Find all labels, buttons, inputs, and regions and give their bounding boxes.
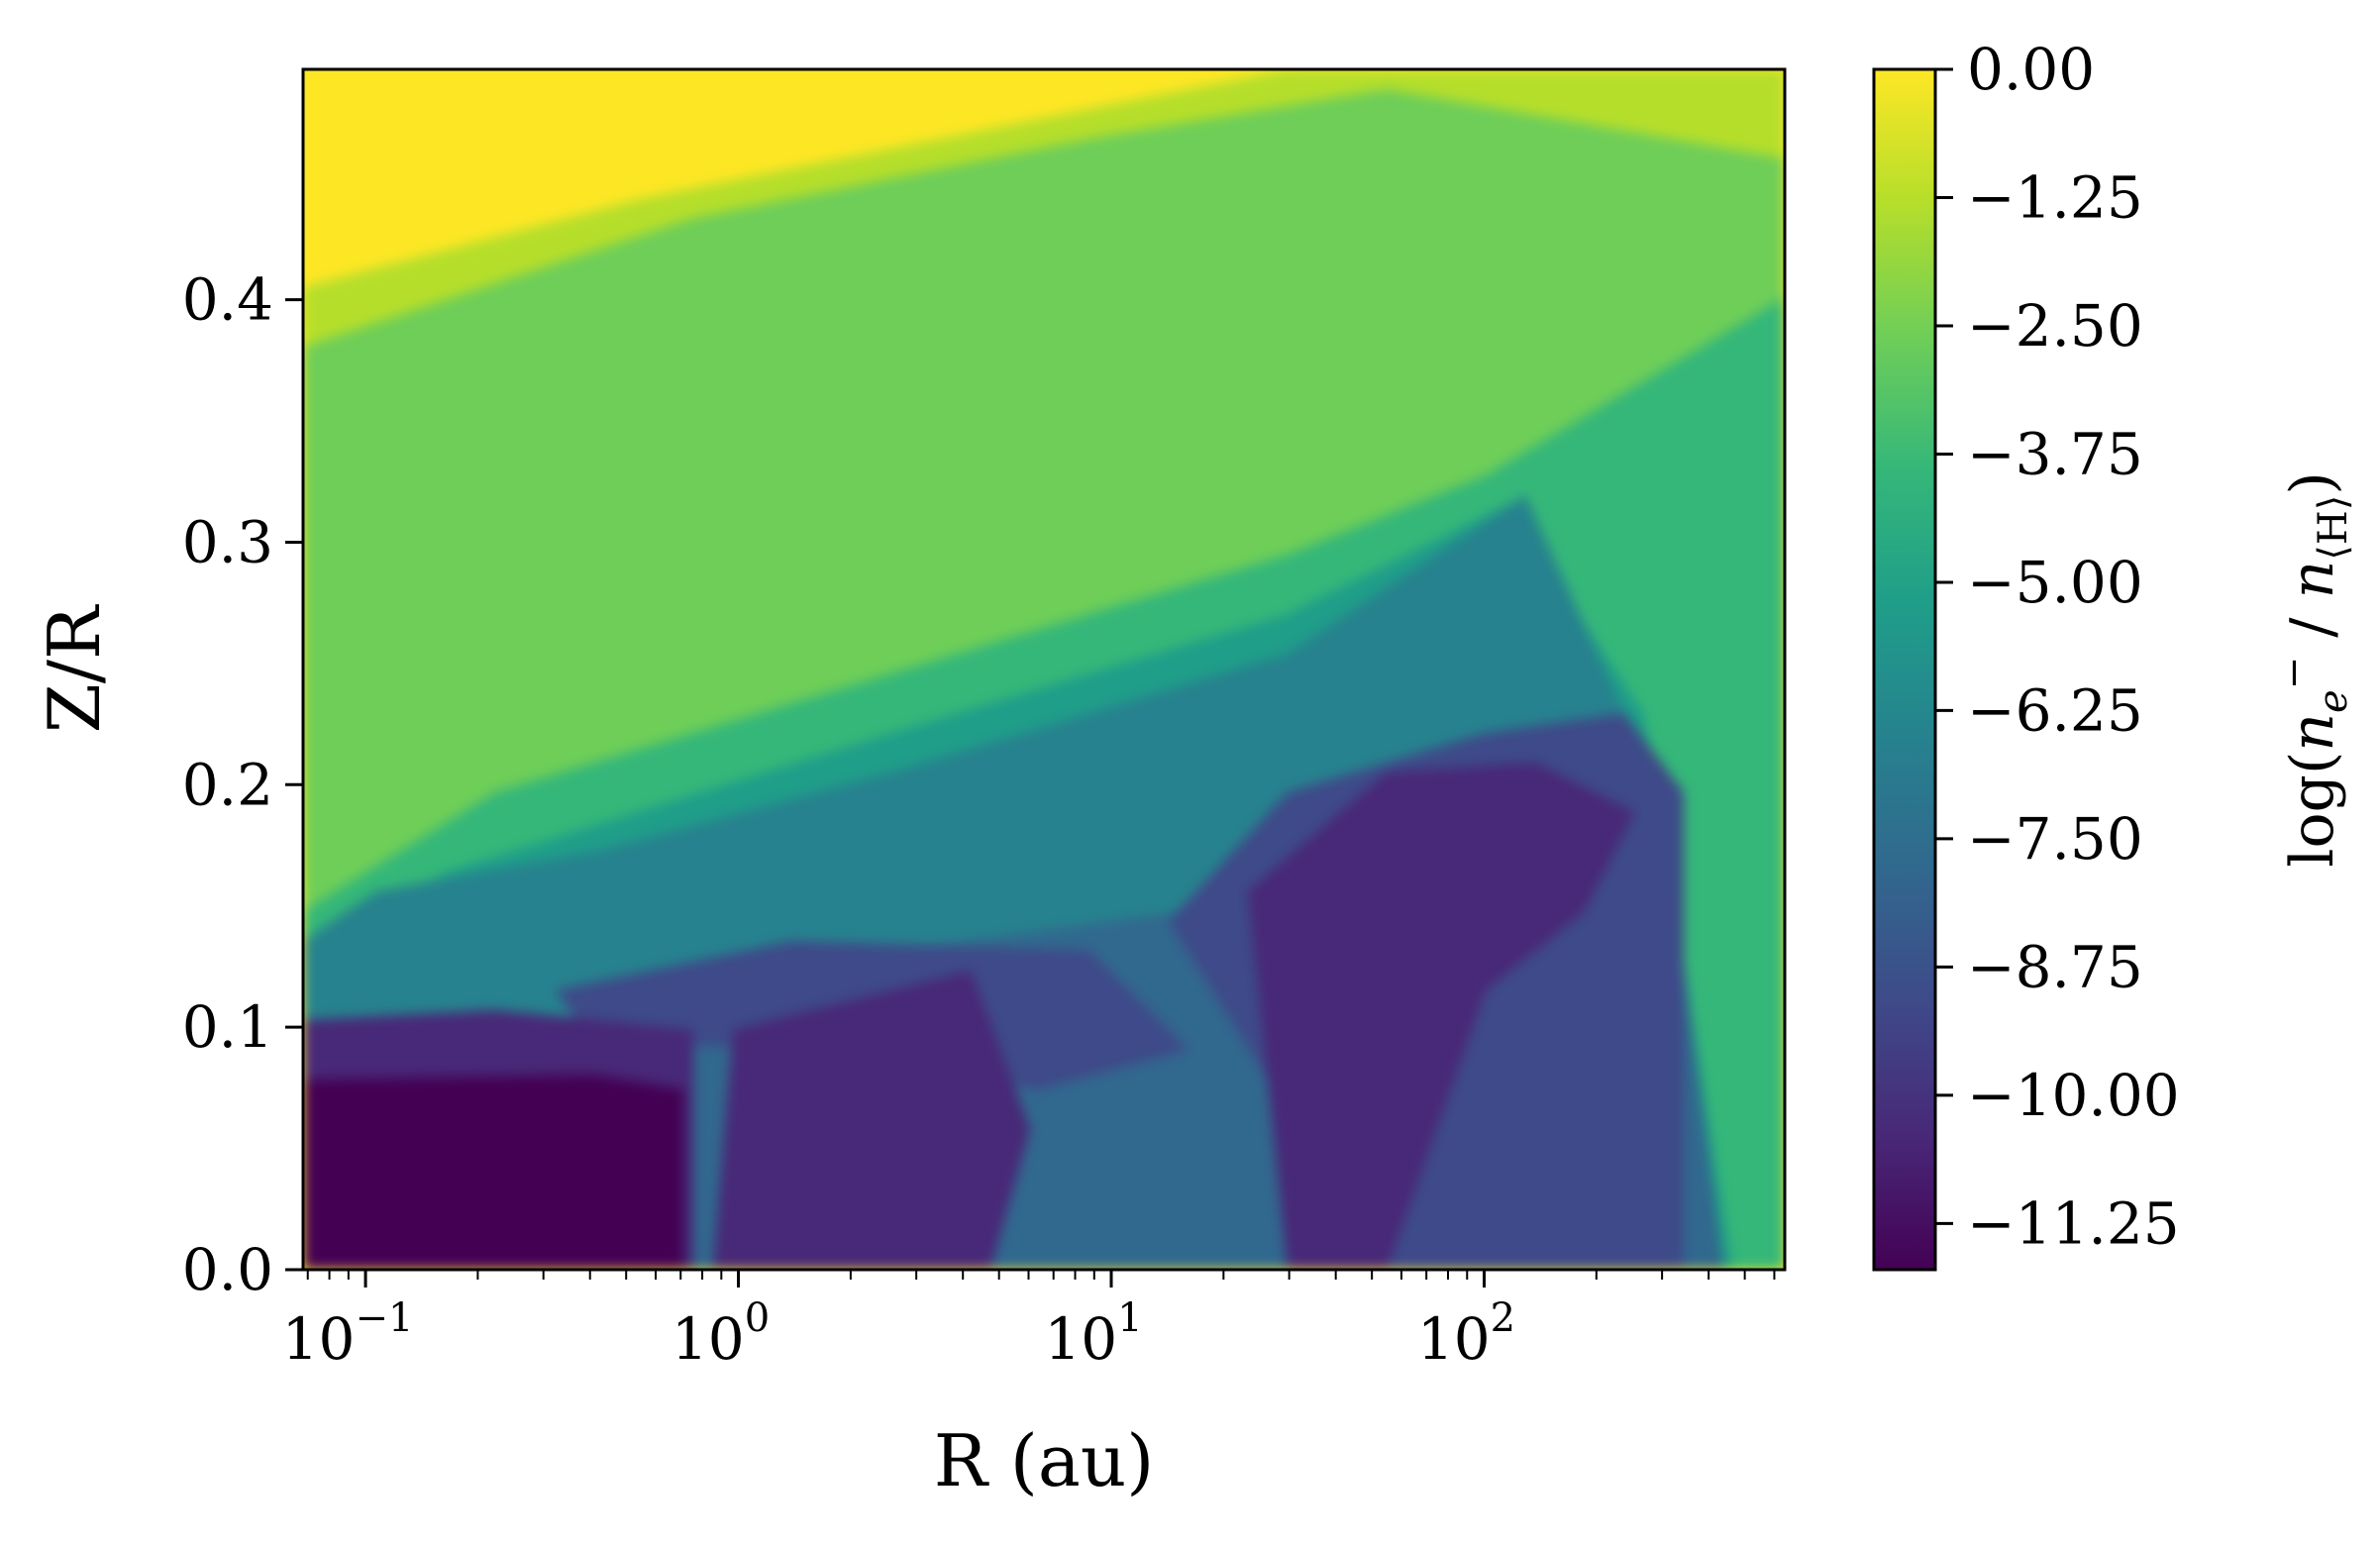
colorbar-label-ne: n [2278, 713, 2347, 752]
colorbar-tick-label: 0.00 [1967, 36, 2095, 103]
region-dark-left [303, 1075, 683, 1270]
heatmap-plot: 10−1 100 101 102 0.0 0.1 0.2 0.3 0.4 R (au) Z/R [33, 67, 1787, 1502]
x-tick-label: 100 [672, 1295, 770, 1373]
colorbar-tick-label: −7.50 [1967, 805, 2143, 873]
x-tick-label: 102 [1417, 1295, 1515, 1373]
colorbar-tick-label: −6.25 [1967, 676, 2143, 744]
colorbar-frame [1872, 67, 1937, 1272]
x-axis-label: R (au) [934, 1419, 1155, 1502]
x-tick-label: 10−1 [282, 1295, 414, 1373]
colorbar-tick-label: −5.00 [1967, 549, 2143, 616]
colorbar-label-slash: / [2278, 598, 2347, 656]
colorbar: 0.00 −1.25 −2.50 −3.75 −5.00 −6.25 −7.50 −8.75 −… [1872, 36, 2356, 1272]
colorbar-label-suffix: ) [2278, 471, 2347, 494]
colorbar-label: log(ne− / n⟨H⟩) [2271, 471, 2356, 868]
x-axis: 10−1 100 101 102 [282, 1270, 1776, 1373]
x-tick-label: 101 [1044, 1295, 1142, 1373]
y-tick-label: 0.4 [182, 266, 273, 334]
colorbar-label-ne-sub: e [2311, 689, 2356, 713]
colorbar-label-ne-sup: − [2271, 657, 2317, 690]
region-purple-middle-edge [713, 971, 1030, 1270]
plot-frame [301, 67, 1787, 1272]
colorbar-label-nh: n [2278, 561, 2347, 599]
colorbar-label-prefix: log( [2278, 752, 2347, 868]
colorbar-tick-label: −1.25 [1967, 163, 2143, 231]
colorbar-tick-label: −3.75 [1967, 420, 2143, 487]
y-tick-label: 0.3 [182, 508, 273, 575]
y-axis-label: Z/R [33, 604, 116, 733]
y-axis: 0.0 0.1 0.2 0.3 0.4 [182, 266, 303, 1303]
y-tick-label: 0.2 [182, 751, 273, 818]
colorbar-tick-label: −11.25 [1967, 1189, 2180, 1257]
colorbar-fill [1874, 69, 1935, 1270]
colorbar-tick-label: −8.75 [1967, 933, 2143, 1000]
y-tick-label: 0.0 [182, 1236, 273, 1303]
colorbar-tick-label: −10.00 [1967, 1062, 2180, 1129]
colorbar-label-nh-sub: ⟨H⟩ [2311, 495, 2356, 561]
region-purple-bottom-right [1248, 763, 1634, 1270]
colorbar-ticks: 0.00 −1.25 −2.50 −3.75 −5.00 −6.25 −7.50 −8.75 −… [1935, 36, 2180, 1257]
y-tick-label: 0.1 [182, 993, 273, 1061]
heatmap-field [303, 69, 1785, 1270]
colorbar-tick-label: −2.50 [1967, 292, 2143, 360]
